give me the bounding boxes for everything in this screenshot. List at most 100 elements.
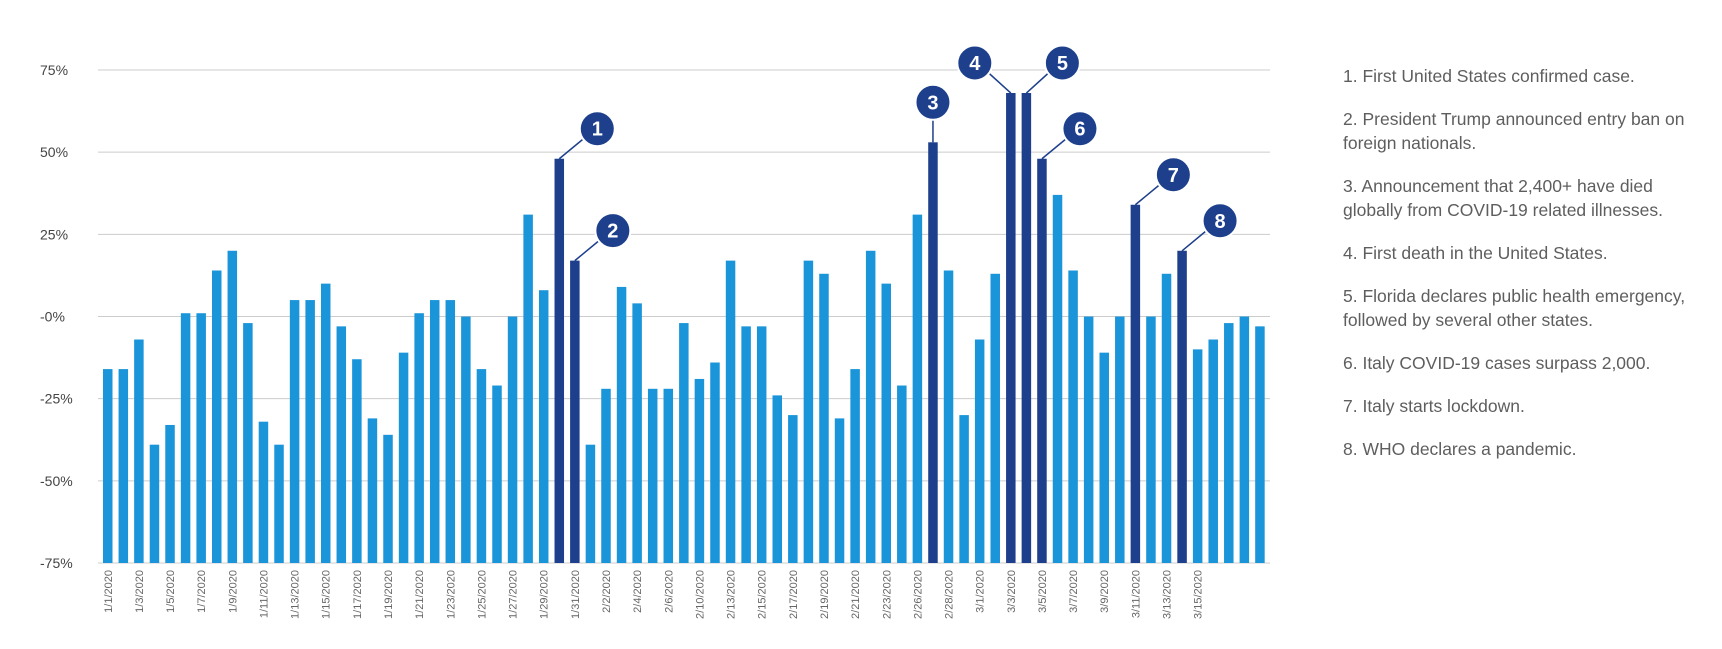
- bar: [819, 273, 829, 563]
- bar: [336, 326, 347, 563]
- annotation-badge-number: 4: [969, 53, 981, 75]
- bar: [414, 313, 424, 563]
- annotation-3: 3. Announcement that 2,400+ have died gl…: [1343, 176, 1663, 220]
- x-tick-label: 2/28/2020: [944, 570, 956, 619]
- bar: [772, 395, 783, 563]
- bar: [165, 424, 175, 563]
- annotation-1: 1. First United States confirmed case.: [1343, 66, 1635, 86]
- bar: [1224, 323, 1234, 563]
- x-tick-label: 1/9/2020: [227, 570, 239, 613]
- annotation-6: 6. Italy COVID-19 cases surpass 2,000.: [1343, 353, 1651, 373]
- bar: [679, 323, 689, 563]
- x-tick-label: 1/15/2020: [321, 570, 333, 619]
- bar: [632, 303, 642, 563]
- x-tick-label: 3/9/2020: [1099, 570, 1111, 613]
- bar: [1068, 270, 1078, 563]
- bar: [959, 415, 969, 563]
- x-tick-label: 2/4/2020: [632, 570, 644, 613]
- annotation-badge: [578, 110, 616, 148]
- y-tick-label: 25%: [40, 226, 68, 242]
- x-tick-label: 1/11/2020: [258, 570, 270, 618]
- x-tick-label: 3/5/2020: [1037, 570, 1049, 613]
- x-tick-label: 2/19/2020: [819, 570, 831, 619]
- x-tick-label: 1/25/2020: [476, 570, 488, 619]
- bar: [367, 418, 378, 563]
- annotation-badge-number: 3: [927, 92, 938, 114]
- x-tick-label: 2/23/2020: [881, 570, 893, 619]
- annotation-list: 1. First United States confirmed case. 2…: [1343, 64, 1713, 461]
- x-tick-label: 2/17/2020: [788, 570, 800, 619]
- highlighted-bar: [1130, 204, 1141, 563]
- bar: [1099, 352, 1109, 563]
- x-tick-label: 3/3/2020: [1006, 570, 1018, 613]
- bar: [243, 323, 253, 563]
- bar: [211, 270, 222, 563]
- bar: [507, 316, 518, 563]
- highlighted-bar: [554, 158, 565, 564]
- x-tick-label: 1/31/2020: [570, 570, 582, 619]
- highlighted-bar: [1177, 250, 1187, 563]
- bar: [990, 273, 1000, 563]
- bar: [258, 421, 269, 563]
- bar: [103, 369, 113, 563]
- annotation-badge-number: 7: [1168, 165, 1179, 187]
- y-tick-label: -75%: [40, 555, 73, 571]
- x-tick-label: 2/2/2020: [601, 570, 613, 613]
- bar: [1208, 339, 1218, 563]
- annotation-badge: [1154, 156, 1192, 194]
- bar: [429, 300, 440, 563]
- bar: [1052, 194, 1063, 564]
- x-tick-label: 1/29/2020: [539, 570, 551, 619]
- x-tick-label: 1/17/2020: [352, 570, 364, 619]
- bar: [741, 326, 751, 563]
- highlighted-bar: [1021, 93, 1032, 564]
- bar: [1083, 316, 1094, 563]
- bar: [897, 385, 907, 563]
- x-tick-label: 2/15/2020: [757, 570, 769, 619]
- bar: [710, 362, 720, 563]
- bar: [1239, 316, 1250, 563]
- bar: [1192, 349, 1203, 563]
- bar: [865, 250, 876, 563]
- bar: [1255, 326, 1265, 563]
- x-tick-label: 3/11/2020: [1130, 570, 1142, 618]
- y-tick-label: 75%: [40, 62, 68, 78]
- bar: [149, 444, 160, 563]
- bar: [803, 260, 814, 563]
- bar: [850, 369, 860, 563]
- bar: [320, 283, 331, 563]
- bar: [974, 339, 985, 563]
- annotation-badge-number: 8: [1215, 211, 1226, 233]
- bar: [476, 369, 487, 563]
- bar: [1161, 273, 1172, 563]
- bar: [538, 290, 549, 563]
- x-tick-label: 3/13/2020: [1162, 570, 1174, 619]
- x-tick-label: 1/7/2020: [196, 570, 208, 613]
- annotation-badge-number: 6: [1074, 119, 1085, 141]
- bar: [227, 250, 238, 563]
- x-tick-label: 3/1/2020: [975, 570, 987, 613]
- x-tick-label: 1/5/2020: [165, 570, 177, 613]
- bar: [912, 214, 923, 563]
- annotation-badge: [914, 83, 952, 121]
- bar: [647, 388, 658, 563]
- x-tick-label: 3/15/2020: [1193, 570, 1205, 619]
- bar: [523, 214, 533, 563]
- x-tick-label: 1/27/2020: [508, 570, 520, 619]
- bar: [1146, 316, 1156, 563]
- bar: [756, 326, 767, 563]
- annotation-badge-number: 2: [607, 221, 618, 243]
- x-tick-label: 1/1/2020: [103, 570, 115, 613]
- x-tick-label: 1/19/2020: [383, 570, 395, 619]
- annotation-badge: [1201, 202, 1239, 240]
- annotation-badge: [1061, 110, 1099, 148]
- bar: [1115, 316, 1125, 563]
- x-tick-label: 2/10/2020: [694, 570, 706, 619]
- annotation-badge: [594, 212, 632, 250]
- bar: [274, 444, 284, 563]
- bar: [492, 385, 502, 563]
- bar: [461, 316, 471, 563]
- highlighted-bar: [1006, 93, 1016, 564]
- y-tick-label: 50%: [40, 144, 68, 160]
- highlighted-bar: [928, 142, 938, 563]
